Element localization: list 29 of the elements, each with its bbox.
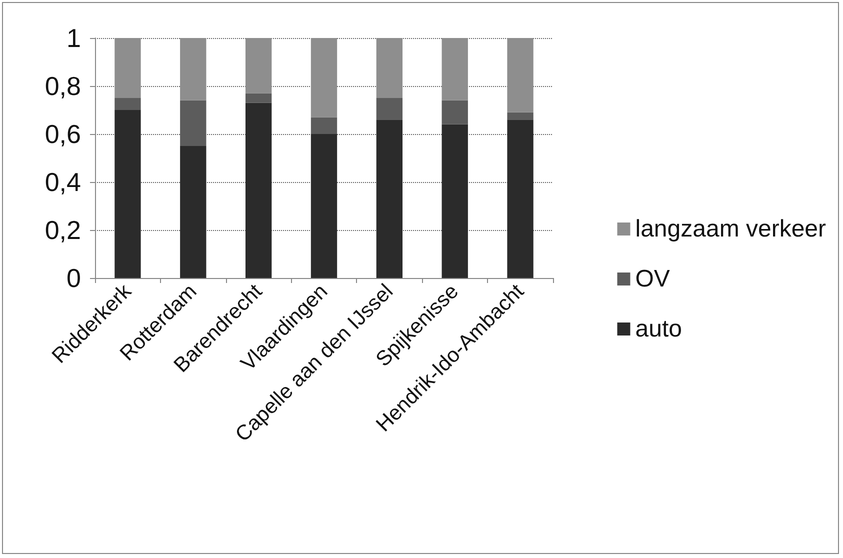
y-tick-label: 0,6 — [44, 119, 81, 149]
bar — [310, 134, 338, 278]
legend-label: OV — [635, 266, 670, 292]
bar — [245, 38, 272, 94]
bar — [180, 146, 206, 278]
bar — [245, 102, 272, 278]
y-tick-label: 0,2 — [44, 215, 81, 245]
bar — [442, 100, 468, 124]
bar — [442, 124, 468, 278]
bar — [245, 93, 272, 103]
legend-label: langzaam verkeer — [635, 216, 826, 242]
bar — [507, 112, 534, 120]
bar — [310, 38, 338, 118]
bar — [114, 98, 141, 110]
bar — [507, 38, 534, 112]
y-tick-label: 0 — [66, 263, 81, 293]
y-tick-label: 1 — [66, 23, 81, 53]
bar — [376, 120, 403, 278]
y-tick-label: 0,8 — [44, 71, 81, 101]
bar — [442, 38, 468, 100]
y-tick-label: 0,4 — [44, 167, 81, 197]
bar — [310, 117, 338, 134]
bar — [180, 38, 206, 100]
bar — [376, 38, 403, 98]
bar — [114, 38, 141, 98]
bar — [114, 110, 141, 278]
bar — [507, 120, 534, 278]
legend-label: auto — [635, 316, 682, 342]
bar — [376, 98, 403, 120]
